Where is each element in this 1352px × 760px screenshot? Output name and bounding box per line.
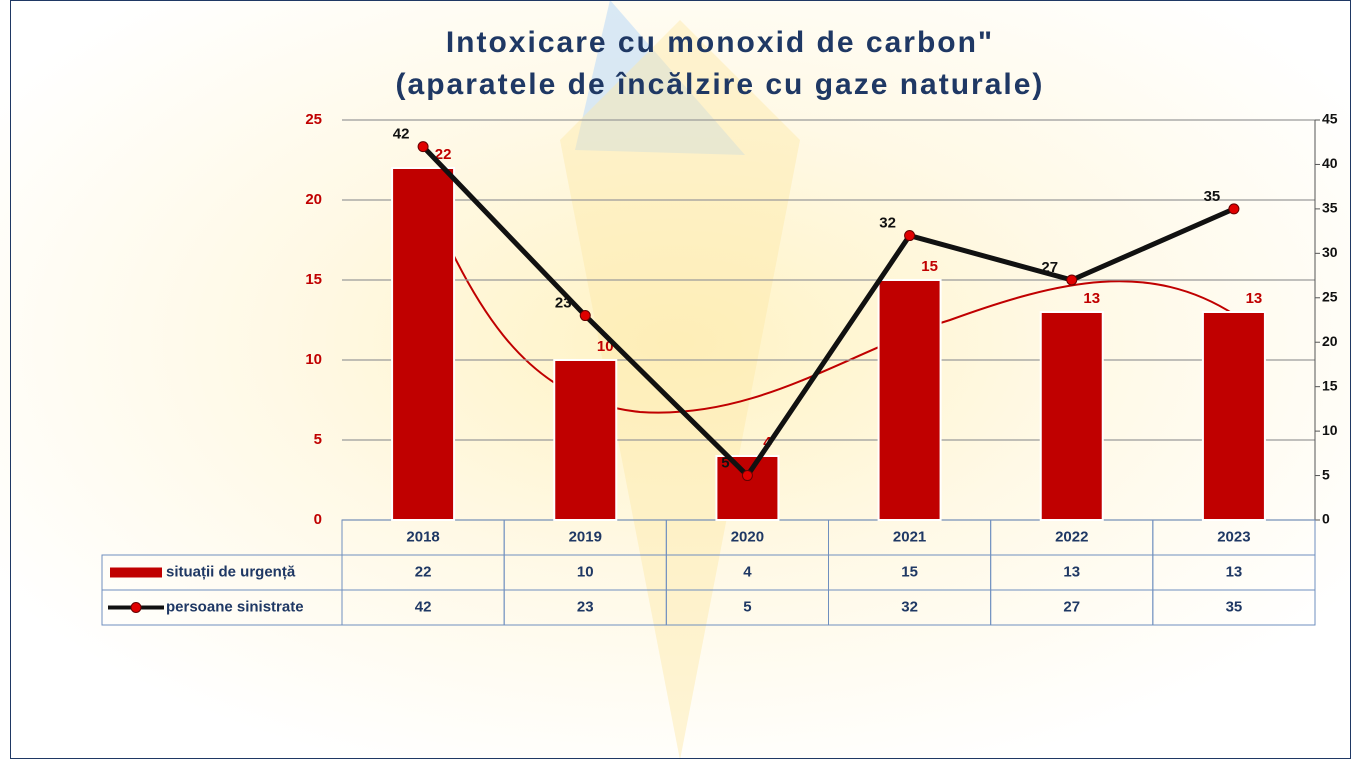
line-marker [1228,203,1240,215]
bar [391,167,456,521]
y2-tick-label: 5 [1322,466,1330,482]
y-tick-label: 0 [314,511,322,528]
table-value: 15 [901,563,918,580]
legend-label: persoane sinistrate [166,598,304,615]
data-label: 13 [1083,290,1100,307]
bar [1201,311,1266,521]
y-tick-label: 10 [305,351,322,368]
y2-tick-label: 15 [1322,377,1338,393]
x-tick-label: 2022 [1055,528,1088,545]
y2-tick-label: 10 [1322,422,1338,438]
y2-tick-label: 40 [1322,155,1338,171]
y2-tick-label: 25 [1322,288,1338,304]
legend-label: situații de urgență [166,563,296,580]
x-tick-label: 2020 [731,528,764,545]
legend-key [110,567,162,578]
data-label: 32 [879,215,896,232]
table-value: 4 [743,563,752,580]
decor [575,0,745,155]
table-value: 27 [1063,598,1080,615]
chart-title: Intoxicare cu monoxid de carbon" [446,26,994,59]
data-label: 35 [1204,188,1221,205]
data-label: 23 [555,295,572,312]
line [421,144,1235,479]
x-tick-label: 2023 [1217,528,1250,545]
table-value: 13 [1063,563,1080,580]
y2-tick-label: 30 [1322,244,1338,260]
table-value: 32 [901,598,918,615]
table-cell [1152,589,1316,626]
x-tick-label: 2018 [406,528,439,545]
chart-subtitle: (aparatele de încălzire cu gaze naturale… [396,68,1045,101]
line-marker [579,310,591,322]
data-label: 13 [1246,290,1263,307]
x-tick-label: 2021 [893,528,926,545]
line-marker [417,141,429,153]
line-marker [1066,274,1078,286]
table-value: 22 [415,563,432,580]
bar [715,455,780,521]
table-value: 10 [577,563,594,580]
y-tick-label: 25 [305,111,322,128]
decor [560,20,800,760]
y-tick-label: 5 [314,431,322,448]
bar [553,359,618,521]
x-tick-label: 2019 [569,528,602,545]
y2-tick-label: 20 [1322,333,1338,349]
frame [10,0,1351,759]
trendline [414,169,1236,414]
table-cell [101,589,343,626]
table-value: 13 [1226,563,1243,580]
data-label: 27 [1041,259,1058,276]
y-tick-label: 15 [305,271,322,288]
data-label: 42 [393,126,410,143]
bar [877,279,942,521]
data-label: 22 [435,146,452,163]
y2-tick-label: 35 [1322,200,1338,216]
legend-key-marker [130,602,142,613]
bar [1039,311,1104,521]
y2-tick-label: 45 [1322,111,1338,127]
y2-tick-label: 0 [1322,511,1330,527]
line-marker [741,470,753,482]
table-value: 42 [415,598,432,615]
data-label: 5 [721,455,729,472]
table-value: 23 [577,598,594,615]
line-marker [904,230,916,242]
table-value: 5 [743,598,751,615]
y-tick-label: 20 [305,191,322,208]
data-label: 15 [921,258,938,275]
table-value: 35 [1226,598,1243,615]
